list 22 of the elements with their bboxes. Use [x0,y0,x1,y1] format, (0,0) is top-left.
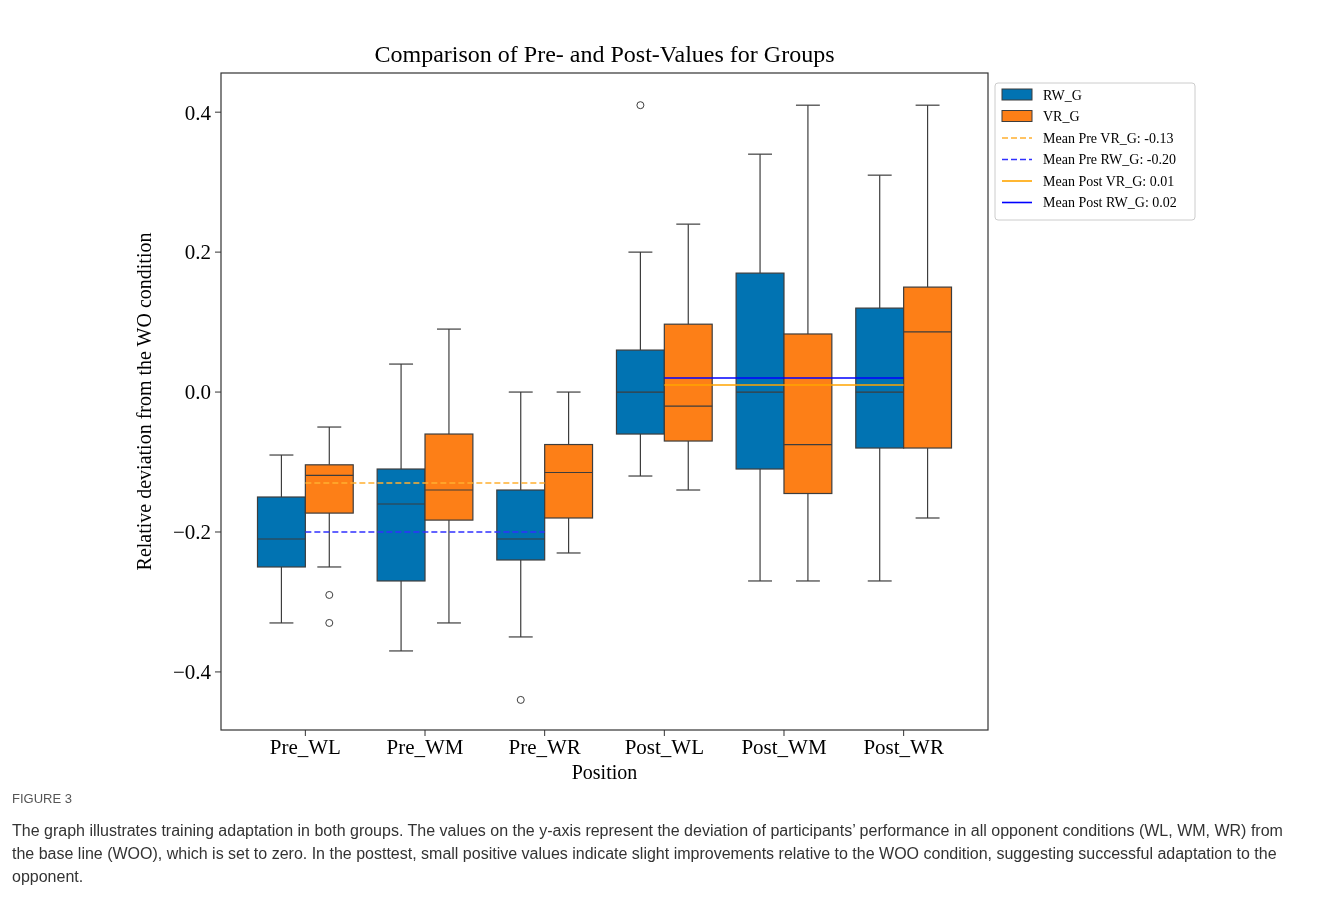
x-tick-label: Pre_WR [508,735,581,759]
x-axis-title: Position [571,761,638,783]
legend-label: RW_G [1043,87,1082,103]
text: The graph illustrates training adaptation in both groups. The values on the y-axis represent the deviation of participants’ performance in all opponent conditions (WL, WM, WR) from the base line (WOO), which is set to zero. In the posttest, small positive values indicate slight improvements relative to the WOO condition, suggesting successful adaptation to the opponent. [12,822,1283,885]
legend-label: Mean Post VR_G: 0.01 [1043,173,1175,189]
caption: FIGURE 3 [12,791,72,806]
legend-label: VR_G [1043,109,1080,125]
y-tick-label: 0.4 [184,100,212,125]
chart-title: Comparison of Pre- and Post-Values for Groups [374,41,835,67]
y-axis-title: Relative deviation from the WO condition [133,232,155,571]
y-tick-label: −0.2 [172,520,211,545]
x-tick-label: Post_WR [863,735,944,759]
legend-label: Mean Pre RW_G: -0.20 [1043,152,1176,168]
y-tick-label: −0.4 [172,660,212,685]
y-tick-label: 0.0 [184,380,211,405]
x-tick-label: Pre_WL [269,735,341,759]
legend-label: Mean Post RW_G: 0.02 [1043,195,1177,211]
x-tick-label: Post_WL [624,735,704,759]
legend-label: Mean Pre VR_G: -0.13 [1043,130,1174,146]
y-tick-label: 0.2 [184,240,211,265]
x-tick-label: Pre_WM [386,735,464,759]
x-tick-label: Post_WM [741,735,827,759]
